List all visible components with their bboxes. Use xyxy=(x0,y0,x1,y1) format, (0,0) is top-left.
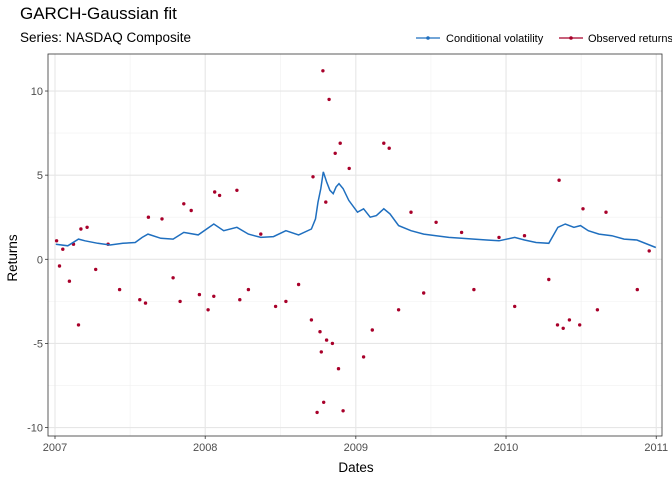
return-point xyxy=(324,338,329,342)
return-point xyxy=(422,291,426,295)
return-point xyxy=(146,215,151,219)
volatility-line xyxy=(55,171,657,249)
return-point xyxy=(338,141,342,145)
return-point xyxy=(273,304,278,309)
return-point xyxy=(522,234,527,238)
return-point xyxy=(557,178,561,182)
y-tick-label: 0 xyxy=(37,254,43,266)
y-tick-label: -5 xyxy=(33,338,43,350)
return-point xyxy=(57,264,62,268)
return-point xyxy=(117,287,122,292)
return-point xyxy=(370,328,374,332)
x-tick-label: 2010 xyxy=(494,442,518,454)
return-point xyxy=(197,292,202,297)
return-point xyxy=(382,141,386,145)
return-point xyxy=(341,409,345,413)
return-point xyxy=(647,249,651,253)
y-tick-label: -10 xyxy=(27,423,43,435)
return-point xyxy=(347,166,351,171)
gridlines xyxy=(48,54,662,436)
return-point xyxy=(595,308,600,312)
return-point xyxy=(67,279,72,283)
return-point xyxy=(324,200,328,204)
chart-title: GARCH-Gaussian fit xyxy=(20,4,177,23)
return-point xyxy=(333,151,337,155)
return-point xyxy=(330,341,335,346)
return-point xyxy=(311,175,315,179)
return-point xyxy=(189,208,193,213)
legend-key-volatility-dot xyxy=(426,36,430,40)
return-point xyxy=(76,323,81,327)
return-point xyxy=(178,299,182,304)
x-tick-label: 2011 xyxy=(644,442,668,454)
plot-border xyxy=(47,53,663,437)
return-point xyxy=(322,400,326,404)
legend: Conditional volatility Observed returns xyxy=(416,33,672,45)
return-point xyxy=(327,97,331,102)
return-point xyxy=(54,239,59,243)
return-point xyxy=(182,202,186,206)
return-point xyxy=(284,299,288,304)
return-point xyxy=(143,301,148,305)
return-point xyxy=(235,188,239,192)
return-point xyxy=(604,210,608,214)
return-point xyxy=(212,294,216,298)
return-point xyxy=(238,298,242,302)
legend-key-returns-dot xyxy=(569,36,573,40)
x-tick-label: 2008 xyxy=(193,442,217,454)
x-axis-title: Dates xyxy=(338,460,374,475)
return-point xyxy=(396,308,401,312)
return-point xyxy=(318,330,322,334)
legend-label-returns: Observed returns xyxy=(588,33,672,45)
return-point xyxy=(309,318,314,322)
return-point xyxy=(79,227,83,231)
return-point xyxy=(555,323,560,327)
plot-panel xyxy=(48,54,662,436)
return-point xyxy=(246,287,251,292)
x-tick-label: 2007 xyxy=(43,442,67,454)
return-point xyxy=(567,318,572,322)
return-point xyxy=(94,267,98,272)
y-tick-label: 10 xyxy=(31,86,43,98)
return-point xyxy=(547,277,551,282)
return-point xyxy=(160,217,164,221)
return-point xyxy=(217,193,222,198)
y-tick-label: 5 xyxy=(37,170,43,182)
return-point xyxy=(409,210,413,214)
x-tick-label: 2009 xyxy=(344,442,368,454)
return-point xyxy=(138,298,142,302)
x-axis-ticks: 2007 2008 2009 2010 2011 xyxy=(43,436,668,454)
returns-points xyxy=(54,69,651,415)
return-point xyxy=(206,308,210,312)
return-point xyxy=(319,350,323,354)
return-point xyxy=(561,326,565,330)
chart-subtitle: Series: NASDAQ Composite xyxy=(20,30,192,45)
legend-label-volatility: Conditional volatility xyxy=(446,33,544,45)
return-point xyxy=(472,287,476,292)
return-point xyxy=(513,304,517,309)
return-point xyxy=(61,247,65,251)
return-point xyxy=(497,235,501,240)
return-point xyxy=(459,230,464,235)
return-point xyxy=(259,232,263,236)
return-point xyxy=(315,410,319,415)
return-point xyxy=(321,69,325,73)
return-point xyxy=(171,276,175,280)
y-axis-ticks: -10 -5 0 5 10 xyxy=(27,86,48,435)
return-point xyxy=(296,282,301,287)
return-point xyxy=(213,190,217,194)
return-point xyxy=(434,220,438,224)
return-point xyxy=(361,355,366,359)
return-point xyxy=(387,146,391,150)
return-point xyxy=(336,367,341,371)
return-point xyxy=(635,287,639,292)
return-point xyxy=(85,225,89,229)
y-axis-title: Returns xyxy=(5,234,20,282)
return-point xyxy=(581,207,585,211)
return-point xyxy=(578,323,582,327)
